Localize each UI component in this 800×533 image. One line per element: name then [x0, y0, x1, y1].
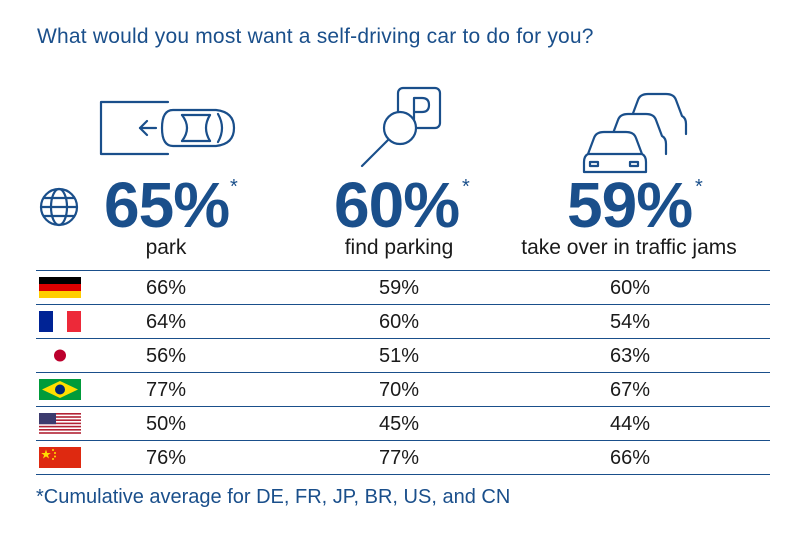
- average-park: 65%: [104, 169, 230, 241]
- parking-car-icon: [99, 100, 236, 156]
- chart-title: What would you most want a self-driving …: [37, 25, 594, 48]
- asterisk-traffic-jams: *: [695, 176, 703, 198]
- table-row-de: 66% 59% 60%: [36, 270, 770, 305]
- cell-br-park: 77%: [145, 379, 187, 401]
- cell-de-traffic-jams: 60%: [609, 277, 651, 299]
- cell-cn-traffic-jams: 66%: [609, 447, 651, 469]
- column-label-find-parking: find parking: [344, 236, 454, 259]
- usa-flag-icon: [39, 413, 81, 434]
- cell-fr-find-parking: 60%: [378, 311, 420, 333]
- cell-de-park: 66%: [145, 277, 187, 299]
- cell-jp-park: 56%: [145, 345, 187, 367]
- table-row-cn: 76% 77% 66%: [36, 441, 770, 475]
- cell-us-traffic-jams: 44%: [609, 413, 651, 435]
- table-row-us: 50% 45% 44%: [36, 407, 770, 441]
- cell-jp-find-parking: 51%: [378, 345, 420, 367]
- globe-icon: [39, 187, 79, 227]
- france-flag-icon: [39, 311, 81, 332]
- table-row-jp: 56% 51% 63%: [36, 339, 770, 373]
- cell-br-find-parking: 70%: [378, 379, 420, 401]
- column-label-park: park: [145, 236, 187, 259]
- china-flag-icon: [39, 447, 81, 468]
- average-find-parking: 60%: [334, 169, 460, 241]
- cell-us-find-parking: 45%: [378, 413, 420, 435]
- cell-fr-park: 64%: [145, 311, 187, 333]
- cell-jp-traffic-jams: 63%: [609, 345, 651, 367]
- column-label-traffic-jams: take over in traffic jams: [521, 236, 737, 259]
- brazil-flag-icon: [39, 379, 81, 400]
- cell-br-traffic-jams: 67%: [609, 379, 651, 401]
- find-parking-icon: [360, 86, 442, 168]
- traffic-jam-icon: [582, 92, 688, 174]
- table-row-br: 77% 70% 67%: [36, 373, 770, 407]
- japan-flag-icon: [39, 345, 81, 366]
- table-row-fr: 64% 60% 54%: [36, 305, 770, 339]
- cell-cn-park: 76%: [145, 447, 187, 469]
- germany-flag-icon: [39, 277, 81, 298]
- country-table: 66% 59% 60% 64% 60% 54% 56% 51% 63% 77% …: [36, 270, 770, 475]
- cell-de-find-parking: 59%: [378, 277, 420, 299]
- cell-fr-traffic-jams: 54%: [609, 311, 651, 333]
- asterisk-park: *: [230, 176, 238, 198]
- cell-cn-find-parking: 77%: [378, 447, 420, 469]
- average-traffic-jams: 59%: [567, 169, 693, 241]
- cell-us-park: 50%: [145, 413, 187, 435]
- footnote: *Cumulative average for DE, FR, JP, BR, …: [36, 486, 511, 508]
- asterisk-find-parking: *: [462, 176, 470, 198]
